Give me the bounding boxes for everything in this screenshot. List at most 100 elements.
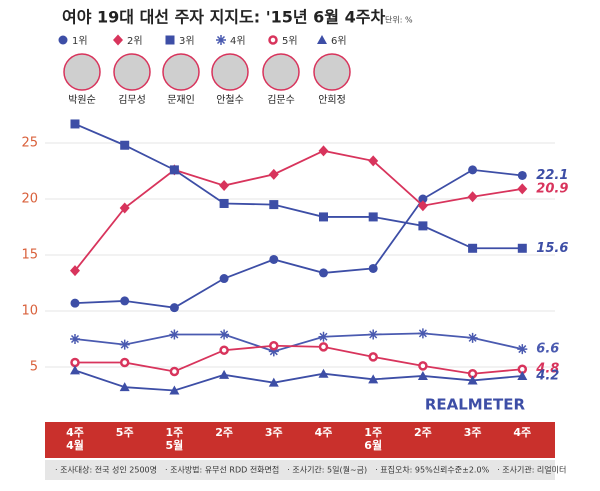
x-tick-label: 3주 (463, 426, 482, 439)
marker (268, 168, 279, 180)
marker (269, 340, 279, 351)
data-label: 22.1 (536, 168, 568, 183)
marker (70, 357, 80, 368)
marker (169, 165, 179, 175)
marker (468, 243, 478, 253)
marker (120, 140, 130, 150)
marker (319, 268, 328, 278)
marker (119, 202, 130, 214)
marker (319, 212, 328, 222)
footer-note: · 조사기간: 5일(월~금) (287, 465, 367, 475)
marker (418, 194, 428, 204)
marker (169, 385, 180, 395)
marker (119, 339, 130, 350)
footer-note: · 조사대상: 전국 성인 2500명 (55, 465, 157, 475)
series-line (75, 344, 523, 375)
series-line (74, 123, 523, 250)
series-line (74, 149, 523, 272)
marker (169, 366, 180, 377)
candidate-name: 문재인 (167, 94, 195, 106)
marker (468, 165, 478, 175)
marker (120, 296, 130, 306)
marker (417, 328, 428, 339)
marker (317, 35, 327, 44)
candidate-name: 안희정 (318, 94, 346, 106)
marker (268, 377, 279, 387)
marker (368, 329, 379, 340)
x-tick-label: 2주 (414, 426, 432, 439)
marker (216, 35, 226, 45)
marker (517, 370, 528, 380)
data-label: 20.9 (536, 181, 568, 196)
legend-label: 4위 (230, 34, 246, 47)
candidate-photo (313, 53, 351, 91)
marker (318, 331, 329, 342)
marker (169, 329, 180, 340)
data-label: 15.6 (536, 241, 568, 256)
data-label: 4.2 (535, 368, 559, 383)
marker (368, 374, 379, 384)
marker (418, 221, 428, 231)
marker (219, 180, 230, 192)
marker (219, 329, 230, 340)
marker (70, 119, 80, 129)
marker (318, 145, 329, 157)
y-tick-label: 10 (21, 304, 38, 319)
y-tick-label: 15 (21, 248, 38, 263)
marker (467, 375, 478, 385)
x-tick-label: 4주 4월 (66, 426, 84, 452)
candidate-name: 박원순 (68, 94, 96, 106)
marker (219, 369, 230, 379)
marker (417, 370, 428, 380)
marker (368, 212, 378, 222)
x-tick-label: 5주 (115, 426, 134, 439)
marker (219, 198, 229, 208)
x-tick-label: 4주 (513, 426, 532, 439)
x-tick-label: 3주 (264, 426, 283, 439)
marker (418, 361, 428, 371)
candidate-photo (113, 53, 151, 91)
candidate-photo (211, 53, 249, 91)
legend-label: 6위 (331, 34, 347, 47)
marker (268, 35, 278, 45)
marker (219, 345, 229, 355)
marker (417, 200, 428, 212)
marker (517, 243, 527, 253)
marker (113, 34, 123, 46)
series-line (74, 168, 523, 309)
series-line (74, 332, 523, 353)
marker (70, 334, 80, 344)
marker (70, 298, 80, 308)
candidate-name: 김무성 (118, 94, 146, 106)
watermark: REALMETER (425, 396, 526, 414)
chart-title: 여야 19대 대선 주자 지지도: '15년 6월 4주차 (62, 8, 385, 27)
marker (70, 265, 80, 277)
candidate-photo (162, 53, 200, 91)
marker (58, 35, 68, 45)
footer-band (45, 460, 555, 480)
x-tick-label: 2주 (215, 426, 233, 439)
marker (219, 274, 229, 284)
marker (368, 352, 378, 362)
marker (467, 191, 478, 203)
x-tick-label: 1주 6월 (364, 426, 383, 452)
x-axis-band (45, 422, 555, 458)
y-tick-label: 20 (21, 192, 38, 207)
series-line (74, 369, 523, 392)
candidate-name: 김문수 (267, 94, 295, 106)
candidate-photo (63, 53, 101, 91)
footer-note: · 조사기관: 리얼미터 (497, 465, 566, 475)
marker (517, 344, 528, 355)
marker (169, 303, 179, 313)
footer-note: · 조사방법: 유무선 RDD 전화면접 (165, 465, 279, 475)
marker (318, 368, 329, 378)
candidate-name: 안철수 (216, 94, 244, 106)
marker (70, 365, 80, 375)
marker (119, 357, 130, 368)
marker (517, 183, 528, 195)
x-tick-label: 4주 (314, 426, 333, 439)
data-label: 6.6 (536, 342, 559, 357)
marker (269, 254, 279, 264)
legend-label: 5위 (282, 34, 298, 47)
